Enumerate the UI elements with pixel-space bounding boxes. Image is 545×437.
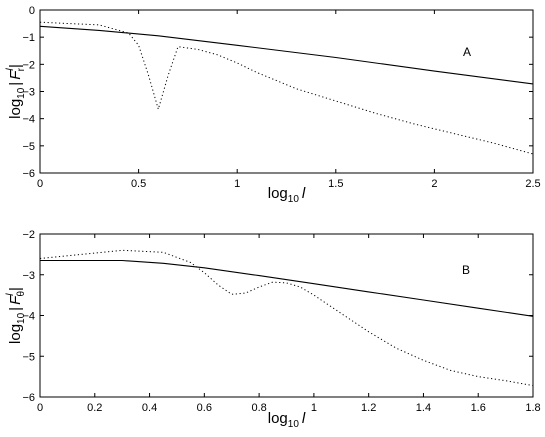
x-axis-label: log10 l xyxy=(268,410,306,430)
y-tick-label: 0 xyxy=(29,5,35,17)
y-tick-label: −6 xyxy=(22,392,35,404)
x-tick-label: 0.4 xyxy=(142,402,157,414)
y-tick-label: −2 xyxy=(22,229,35,241)
x-tick-label: 1 xyxy=(234,178,240,190)
panel-label: A xyxy=(463,45,471,59)
x-tick-label: 0.6 xyxy=(197,402,212,414)
x-tick-label: 1.8 xyxy=(525,402,540,414)
y-tick-label: −3 xyxy=(22,87,35,99)
y-tick-label: −5 xyxy=(22,351,35,363)
plot-frame xyxy=(39,9,534,174)
dotted-series-line xyxy=(39,249,534,387)
x-tick-label: 1.2 xyxy=(361,402,376,414)
y-tick-label: −6 xyxy=(22,168,35,180)
y-tick-label: −3 xyxy=(22,270,35,282)
panel-label: B xyxy=(462,263,470,277)
plot-frame xyxy=(39,233,534,398)
x-tick-label: 1 xyxy=(311,402,317,414)
x-tick-label: 0.8 xyxy=(251,402,266,414)
y-tick-label: −5 xyxy=(22,141,35,153)
x-tick-label: 0.5 xyxy=(131,178,146,190)
solid-series-line xyxy=(39,25,534,85)
x-tick-label: 0.2 xyxy=(87,402,102,414)
y-tick-label: −4 xyxy=(22,311,35,323)
x-tick-label: 1.5 xyxy=(328,178,343,190)
y-tick-label: −4 xyxy=(22,114,35,126)
x-tick-label: 0 xyxy=(37,402,43,414)
y-axis-label: log10|Flr| xyxy=(5,64,27,119)
y-tick-label: −2 xyxy=(22,59,35,71)
y-axis-label: log10|Flθ| xyxy=(5,287,27,344)
x-tick-label: 2.5 xyxy=(525,178,540,190)
x-tick-label: 2 xyxy=(431,178,437,190)
x-tick-label: 0 xyxy=(37,178,43,190)
solid-series-line xyxy=(40,259,534,317)
x-tick-label: 1.4 xyxy=(416,402,431,414)
panel-b: 0 0.2 0.4 0.6 0.8 1 1.2 1.4 1.6 1.8 −2 −3 −4 −5 −6 Blog… xyxy=(5,229,541,430)
dotted-series-line xyxy=(39,21,534,155)
x-tick-label: 1.6 xyxy=(471,402,486,414)
x-axis-label: log10 l xyxy=(268,185,306,205)
y-tick-label: −1 xyxy=(22,32,35,44)
